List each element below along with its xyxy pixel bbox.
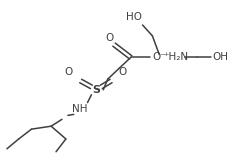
Text: O: O — [118, 67, 126, 77]
Text: S: S — [92, 85, 100, 95]
Text: OH: OH — [211, 52, 227, 62]
Text: NH: NH — [72, 104, 87, 114]
Text: O: O — [64, 67, 73, 77]
Text: HO: HO — [125, 12, 141, 22]
Text: O: O — [105, 33, 113, 43]
Text: ⁺H₂N: ⁺H₂N — [162, 52, 188, 62]
Text: O⁻: O⁻ — [152, 52, 165, 62]
